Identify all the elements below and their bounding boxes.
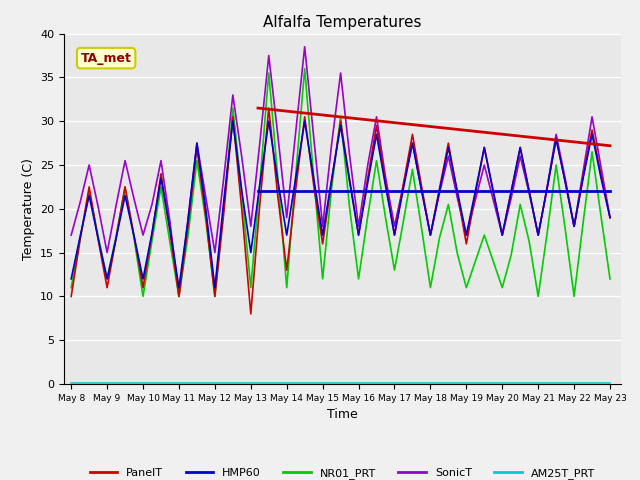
Legend: PanelT, HMP60, NR01_PRT, SonicT, AM25T_PRT: PanelT, HMP60, NR01_PRT, SonicT, AM25T_P…: [85, 464, 600, 480]
Y-axis label: Temperature (C): Temperature (C): [22, 158, 35, 260]
Title: Alfalfa Temperatures: Alfalfa Temperatures: [263, 15, 422, 30]
X-axis label: Time: Time: [327, 408, 358, 421]
Text: TA_met: TA_met: [81, 52, 132, 65]
